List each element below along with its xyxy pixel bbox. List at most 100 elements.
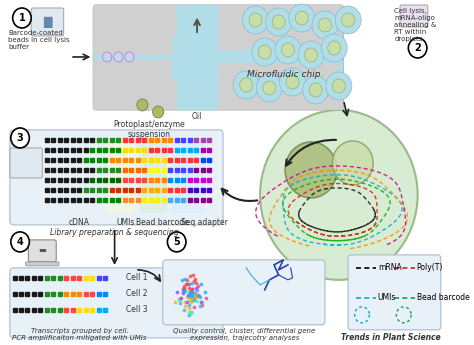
- Point: [188, 287, 196, 292]
- Point: [179, 286, 186, 292]
- Circle shape: [332, 141, 373, 185]
- FancyBboxPatch shape: [28, 240, 56, 262]
- Point: [187, 310, 195, 316]
- Point: [192, 294, 200, 299]
- Text: Microfluidic chip: Microfluidic chip: [246, 70, 320, 79]
- Circle shape: [312, 11, 338, 39]
- Point: [187, 273, 194, 279]
- Text: 1: 1: [18, 13, 25, 23]
- Circle shape: [295, 11, 308, 25]
- FancyBboxPatch shape: [31, 8, 64, 36]
- Point: [187, 309, 195, 315]
- Circle shape: [263, 81, 276, 95]
- Circle shape: [309, 83, 322, 97]
- FancyBboxPatch shape: [26, 262, 59, 266]
- FancyBboxPatch shape: [177, 5, 219, 110]
- Point: [178, 277, 186, 283]
- Circle shape: [342, 13, 355, 27]
- FancyBboxPatch shape: [93, 5, 344, 110]
- Point: [187, 295, 195, 300]
- Point: [192, 280, 200, 286]
- Point: [186, 295, 194, 301]
- Point: [184, 294, 191, 299]
- Text: Cell 3: Cell 3: [126, 305, 147, 314]
- Circle shape: [13, 8, 31, 28]
- Point: [195, 293, 203, 298]
- FancyBboxPatch shape: [400, 5, 428, 27]
- Text: UMIs: UMIs: [378, 293, 396, 302]
- Point: [182, 299, 189, 304]
- FancyBboxPatch shape: [93, 60, 172, 80]
- Point: [188, 287, 195, 293]
- Circle shape: [11, 232, 29, 252]
- Circle shape: [321, 34, 347, 62]
- Point: [175, 296, 182, 302]
- Point: [185, 292, 193, 297]
- Point: [188, 298, 195, 303]
- Point: [191, 290, 199, 296]
- Point: [181, 287, 188, 293]
- Point: [187, 299, 195, 305]
- Point: [185, 305, 192, 310]
- Point: [197, 299, 205, 305]
- Point: [185, 293, 192, 298]
- FancyBboxPatch shape: [10, 130, 223, 225]
- FancyBboxPatch shape: [172, 138, 204, 213]
- FancyBboxPatch shape: [219, 35, 339, 50]
- Point: [194, 283, 201, 289]
- Circle shape: [137, 99, 148, 111]
- Text: Library preparation & sequencing: Library preparation & sequencing: [50, 228, 179, 237]
- Point: [173, 290, 181, 295]
- Point: [193, 287, 201, 293]
- Point: [191, 276, 199, 282]
- Circle shape: [305, 48, 318, 62]
- Point: [192, 292, 200, 297]
- Text: cDNA: cDNA: [69, 218, 90, 227]
- Circle shape: [332, 79, 346, 93]
- Point: [190, 291, 197, 297]
- Circle shape: [249, 13, 262, 27]
- Circle shape: [409, 38, 427, 58]
- FancyBboxPatch shape: [93, 5, 344, 35]
- Point: [180, 307, 188, 313]
- Point: [186, 298, 194, 303]
- FancyBboxPatch shape: [93, 35, 177, 80]
- FancyBboxPatch shape: [177, 35, 344, 80]
- Point: [182, 281, 189, 287]
- Circle shape: [280, 68, 306, 96]
- Point: [183, 278, 191, 283]
- Point: [190, 297, 197, 303]
- Text: Protoplast/enzyme
suspension: Protoplast/enzyme suspension: [113, 120, 185, 139]
- Point: [186, 290, 194, 296]
- Point: [189, 289, 196, 294]
- Text: Bead barcode: Bead barcode: [417, 293, 469, 302]
- Point: [177, 295, 184, 301]
- Point: [182, 288, 190, 294]
- Point: [180, 290, 187, 296]
- Point: [193, 298, 201, 304]
- Circle shape: [286, 75, 299, 89]
- Circle shape: [289, 4, 315, 32]
- Circle shape: [298, 41, 324, 69]
- Point: [186, 289, 193, 294]
- FancyBboxPatch shape: [163, 260, 325, 325]
- Circle shape: [328, 41, 341, 55]
- Circle shape: [303, 76, 328, 104]
- Point: [185, 302, 192, 307]
- Point: [189, 295, 196, 300]
- Text: █: █: [43, 16, 51, 28]
- Circle shape: [167, 232, 186, 252]
- Point: [190, 278, 198, 283]
- Point: [197, 282, 204, 287]
- Circle shape: [243, 6, 268, 34]
- Circle shape: [125, 52, 134, 62]
- Circle shape: [102, 52, 112, 62]
- Point: [183, 281, 191, 287]
- Text: UMIs: UMIs: [117, 218, 135, 227]
- Point: [180, 288, 187, 294]
- FancyBboxPatch shape: [219, 63, 339, 80]
- Circle shape: [153, 106, 164, 118]
- Point: [191, 304, 198, 310]
- Text: Trends in Plant Science: Trends in Plant Science: [341, 333, 441, 342]
- Text: Cell 1: Cell 1: [126, 273, 147, 282]
